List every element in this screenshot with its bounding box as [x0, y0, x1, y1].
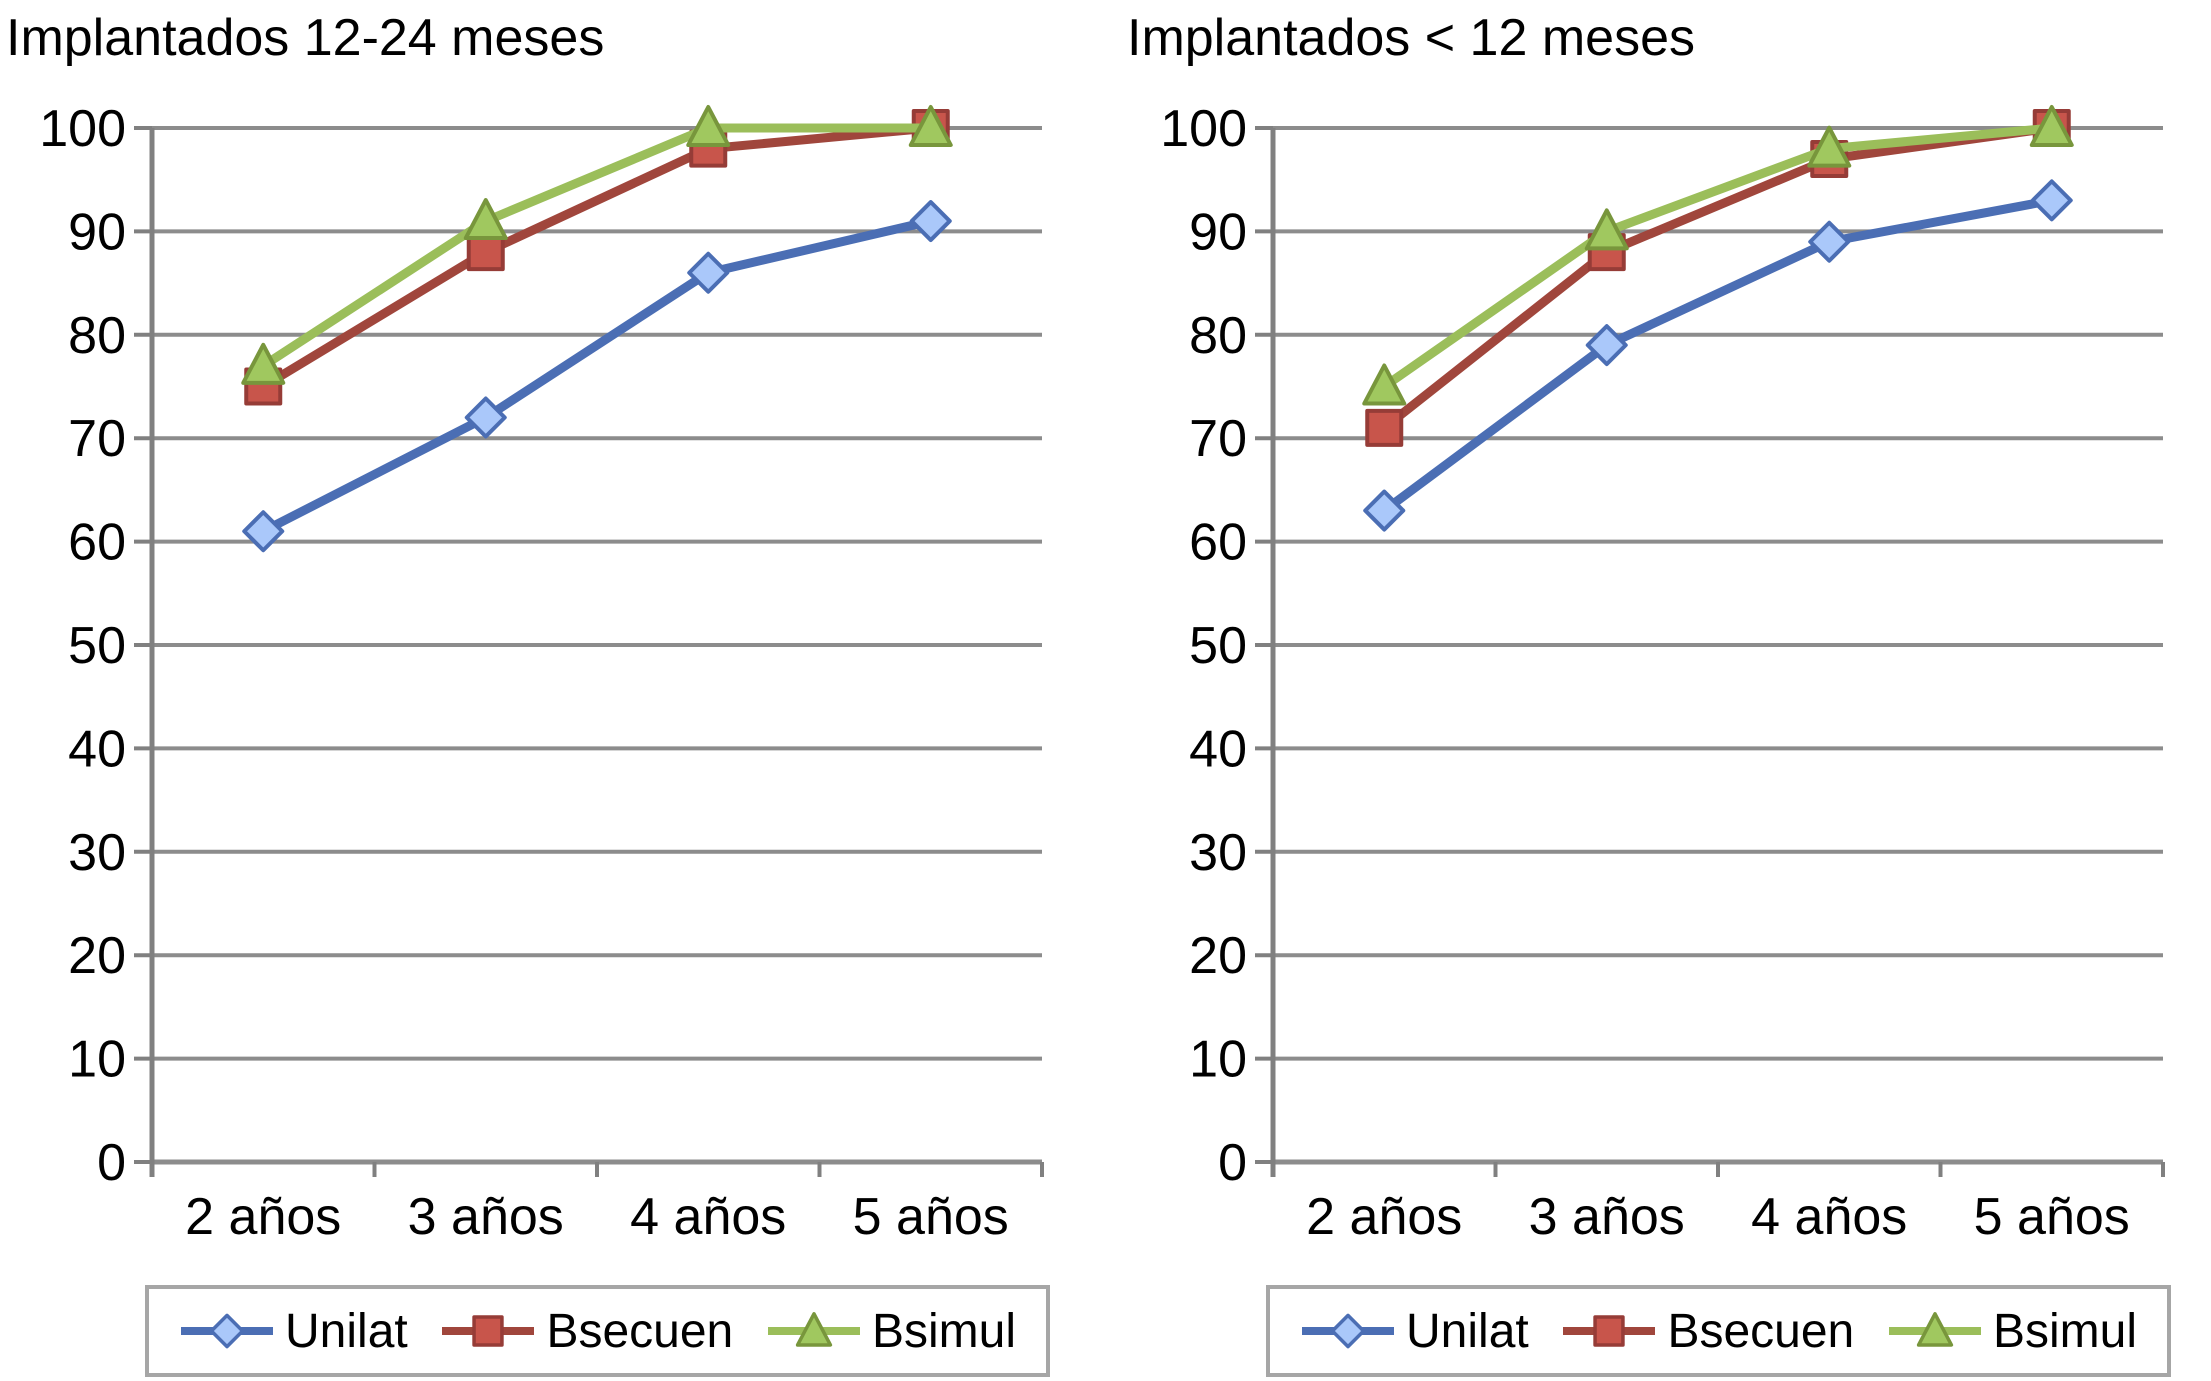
chart-implantados-menor-12-meses: Implantados < 12 meses 0 10 20 30 40 50 60 70 80… — [1121, 0, 2211, 1381]
y-tick-label: 60 — [1189, 514, 1247, 572]
marker-triangle-bsimul — [463, 198, 508, 241]
marker-square-bsecuen — [1365, 408, 1404, 447]
triangle-marker-swatch-icon — [1888, 1312, 1981, 1347]
legend-item-unilat: Unilat — [179, 1303, 408, 1359]
line-chart: 0 10 20 30 40 50 60 70 80 90 100 2 años 3 años 4 años… — [39, 100, 1044, 1246]
legend-label-unilat: Unilat — [1406, 1304, 1529, 1358]
legend-marker — [472, 1315, 505, 1347]
legend-item-bsimul: Bsimul — [766, 1303, 1016, 1359]
x-tick-label: 4 años — [630, 1188, 786, 1246]
legend-label-bsecuen: Bsecuen — [1667, 1304, 1855, 1358]
legend-item-bsimul: Bsimul — [1887, 1303, 2137, 1359]
y-tick-label: 10 — [68, 1031, 126, 1089]
marker-triangle-bsimul — [1362, 363, 1407, 406]
legend: Unilat Bsecuen Bsimul — [1266, 1285, 2171, 1377]
legend-item-bsecuen: Bsecuen — [440, 1303, 733, 1359]
y-tick-label: 80 — [68, 307, 126, 365]
x-tick-label: 3 años — [408, 1188, 564, 1246]
y-tick-label: 100 — [1160, 100, 1247, 158]
marker-triangle-bsimul — [686, 105, 731, 147]
y-tick-label: 0 — [1218, 1134, 1247, 1192]
y-tick-label: 40 — [1189, 720, 1247, 778]
series-line-unilat — [1381, 195, 2053, 515]
x-tick-label: 2 años — [1306, 1188, 1462, 1246]
series-line-bsimul — [1381, 123, 2053, 391]
y-tick-label: 20 — [68, 927, 126, 985]
marker-diamond-unilat — [2030, 179, 2073, 222]
square-marker-swatch-icon — [1563, 1315, 1656, 1347]
legend-label-bsimul: Bsimul — [871, 1304, 1016, 1358]
legend-item-bsecuen: Bsecuen — [1561, 1303, 1854, 1359]
x-tick-label: 2 años — [185, 1188, 341, 1246]
marker-triangle-bsimul — [1807, 125, 1852, 168]
marker-triangle-bsimul — [241, 342, 286, 385]
marker-triangle-bsimul — [1584, 208, 1629, 251]
y-tick-label: 60 — [68, 514, 126, 572]
chart-title: Implantados 12-24 meses — [6, 9, 605, 67]
y-tick-label: 50 — [1189, 617, 1247, 675]
legend: Unilat Bsecuen Bsimul — [145, 1285, 1050, 1377]
y-tick-label: 90 — [1189, 203, 1247, 261]
marker-diamond-unilat — [1585, 324, 1628, 367]
y-tick-label: 70 — [1189, 410, 1247, 468]
marker-diamond-unilat — [1363, 489, 1406, 532]
marker-triangle-bsimul — [908, 105, 953, 147]
y-tick-label: 30 — [1189, 824, 1247, 882]
marker-diamond-unilat — [687, 251, 730, 294]
y-tick-label: 20 — [1189, 927, 1247, 985]
triangle-marker-swatch-icon — [767, 1312, 860, 1347]
legend-label-unilat: Unilat — [285, 1304, 408, 1358]
legend-marker — [795, 1312, 833, 1347]
series-line-unilat — [261, 216, 932, 536]
legend-marker — [1916, 1312, 1954, 1347]
y-tick-label: 70 — [68, 410, 126, 468]
legend-marker — [1593, 1315, 1626, 1347]
legend-marker — [1330, 1313, 1366, 1349]
x-tick-label: 3 años — [1529, 1188, 1685, 1246]
line-chart: 0 10 20 30 40 50 60 70 80 90 100 2 años 3 años 4 años… — [1160, 100, 2165, 1246]
legend-item-unilat: Unilat — [1300, 1303, 1529, 1359]
x-tick-label: 5 años — [853, 1188, 1009, 1246]
series-line-bsecuen — [1381, 123, 2053, 432]
y-tick-label: 30 — [68, 824, 126, 882]
y-tick-label: 100 — [39, 100, 126, 158]
y-tick-label: 0 — [97, 1134, 126, 1192]
marker-triangle-bsimul — [2029, 105, 2074, 147]
y-tick-label: 50 — [68, 617, 126, 675]
chart-implantados-12-24-meses: Implantados 12-24 meses 0 10 20 30 40 50 60 70 8… — [0, 0, 1090, 1381]
marker-diamond-unilat — [242, 510, 285, 553]
y-tick-label: 10 — [1189, 1031, 1247, 1089]
marker-diamond-unilat — [464, 396, 507, 439]
legend-label-bsimul: Bsimul — [1992, 1304, 2137, 1358]
legend-marker — [209, 1313, 245, 1349]
diamond-marker-swatch-icon — [181, 1313, 273, 1349]
x-tick-label: 5 años — [1974, 1188, 2130, 1246]
series-line-bsimul — [260, 123, 931, 370]
x-tick-label: 4 años — [1751, 1188, 1907, 1246]
square-marker-swatch-icon — [442, 1315, 535, 1347]
marker-diamond-unilat — [1808, 220, 1851, 263]
y-tick-label: 80 — [1189, 307, 1247, 365]
diamond-marker-swatch-icon — [1302, 1313, 1394, 1349]
chart-title: Implantados < 12 meses — [1127, 9, 1695, 67]
marker-diamond-unilat — [909, 200, 952, 243]
y-tick-label: 90 — [68, 203, 126, 261]
y-tick-label: 40 — [68, 720, 126, 778]
marker-square-bsecuen — [466, 233, 505, 272]
legend-label-bsecuen: Bsecuen — [546, 1304, 734, 1358]
series-line-bsecuen — [260, 123, 932, 391]
